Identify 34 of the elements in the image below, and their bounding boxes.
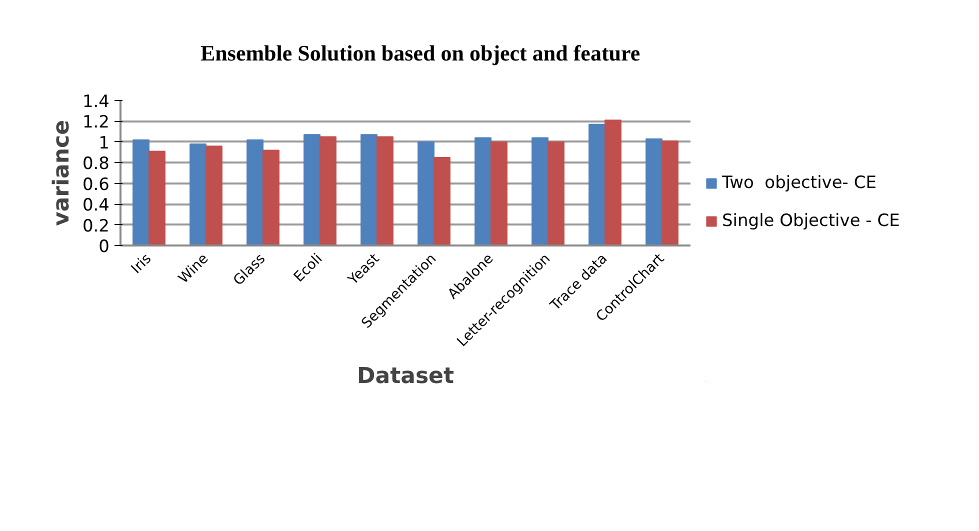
bar — [376, 136, 394, 246]
bar — [418, 141, 434, 246]
y-tick-label: 0.2 — [82, 216, 110, 236]
bar — [490, 141, 508, 246]
bar — [662, 140, 678, 246]
chart-title: Ensemble Solution based on object and feature — [200, 40, 640, 66]
x-axis-title: Dataset — [357, 364, 454, 389]
bar — [246, 139, 264, 246]
y-tick-label: 1.2 — [82, 112, 110, 133]
y-axis-title: variance — [49, 120, 74, 226]
bar — [206, 146, 222, 246]
bar — [532, 137, 548, 246]
bar — [588, 124, 606, 246]
y-tick-label: 0.6 — [82, 174, 110, 195]
bar — [190, 144, 206, 246]
y-tick-label: 0.8 — [82, 154, 110, 174]
y-tick-label: 0 — [98, 237, 110, 257]
y-tick-label: 1 — [98, 133, 110, 154]
legend-label: Single Objective - CE — [722, 211, 900, 231]
x-tick-label: Iris — [128, 250, 155, 278]
bar — [304, 134, 320, 246]
y-tick-label: 1.4 — [82, 92, 110, 112]
bar — [474, 137, 492, 246]
bar — [434, 156, 450, 246]
bar — [320, 136, 336, 246]
bar — [262, 150, 280, 246]
bar — [132, 139, 150, 246]
y-tick-label: 0.4 — [82, 196, 110, 216]
bar — [548, 141, 564, 246]
bar — [646, 138, 662, 246]
bar — [148, 150, 166, 246]
bar — [604, 120, 622, 246]
bar — [360, 134, 378, 246]
legend-label: Two objective- CE — [722, 173, 876, 193]
